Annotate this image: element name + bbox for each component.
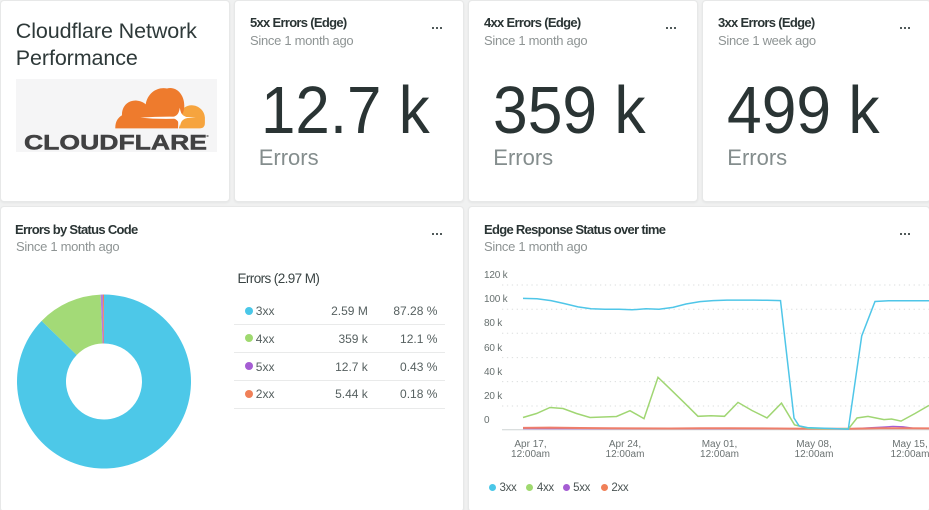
svg-text:CLOUDFLARE: CLOUDFLARE [24, 131, 207, 152]
